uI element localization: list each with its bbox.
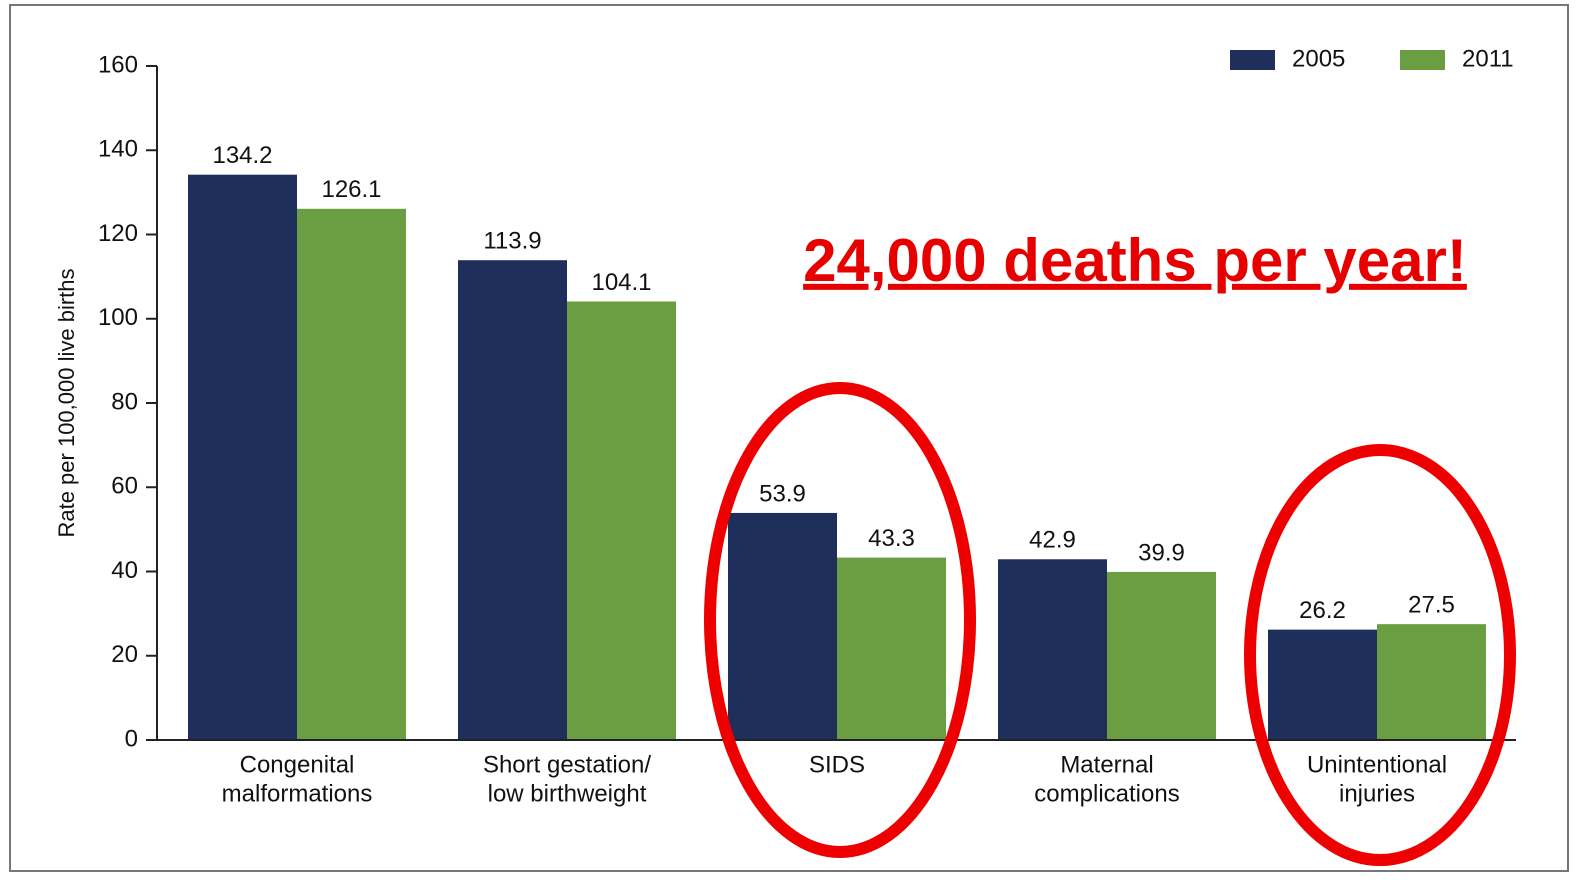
y-tick-label: 100 bbox=[98, 304, 138, 331]
highlight-ellipse bbox=[704, 382, 976, 858]
bar bbox=[1107, 571, 1216, 740]
bar bbox=[1377, 624, 1486, 740]
legend-label: 2005 bbox=[1292, 45, 1345, 72]
y-tick-label: 160 bbox=[98, 51, 138, 78]
legend-label: 2011 bbox=[1462, 45, 1514, 72]
value-label: 43.3 bbox=[868, 525, 915, 552]
x-tick-label: Congenital bbox=[240, 751, 355, 778]
y-axis-label: Rate per 100,000 live births bbox=[54, 268, 79, 537]
value-label: 113.9 bbox=[483, 228, 541, 255]
x-tick-label: malformations bbox=[222, 780, 373, 807]
x-tick-label: low birthweight bbox=[488, 780, 647, 807]
value-label: 104.1 bbox=[591, 269, 651, 296]
value-label: 126.1 bbox=[321, 176, 381, 203]
annotation: 24,000 deaths per year! bbox=[803, 227, 1467, 294]
y-tick-label: 80 bbox=[111, 388, 138, 415]
x-tick-label: complications bbox=[1034, 780, 1179, 807]
value-label: 27.5 bbox=[1408, 592, 1455, 619]
bar bbox=[567, 301, 676, 740]
value-label: 39.9 bbox=[1138, 539, 1185, 566]
value-label: 42.9 bbox=[1029, 527, 1076, 554]
x-tick-label: Short gestation/ bbox=[483, 751, 651, 778]
y-tick-label: 60 bbox=[111, 473, 138, 500]
y-tick-label: 120 bbox=[98, 220, 138, 247]
bar bbox=[728, 512, 837, 740]
x-tick-label: injuries bbox=[1339, 780, 1415, 807]
value-label: 134.2 bbox=[212, 142, 272, 169]
value-label: 26.2 bbox=[1299, 597, 1346, 624]
y-tick-label: 0 bbox=[125, 725, 138, 752]
value-label: 53.9 bbox=[759, 480, 806, 507]
bar bbox=[837, 557, 946, 740]
x-tick-label: SIDS bbox=[809, 751, 865, 778]
bar bbox=[188, 174, 297, 740]
highlight-ellipse bbox=[1244, 444, 1516, 866]
x-tick-label: Unintentional bbox=[1307, 751, 1447, 778]
bar bbox=[1268, 629, 1377, 740]
y-tick-label: 40 bbox=[111, 557, 138, 584]
y-tick-label: 140 bbox=[98, 136, 138, 163]
bar bbox=[297, 208, 406, 740]
x-tick-label: Maternal bbox=[1060, 751, 1153, 778]
bar bbox=[998, 559, 1107, 740]
legend-swatch bbox=[1230, 50, 1275, 70]
legend-swatch bbox=[1400, 50, 1445, 70]
y-tick-label: 20 bbox=[111, 641, 138, 668]
bar bbox=[458, 260, 567, 740]
